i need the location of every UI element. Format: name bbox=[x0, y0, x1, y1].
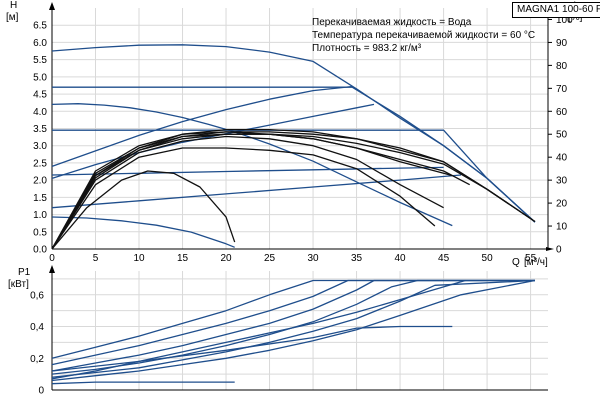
power-tick-label: 0,6 bbox=[30, 290, 44, 301]
y2-tick-label: 70 bbox=[556, 84, 568, 95]
power-tick-label: 0 bbox=[38, 386, 44, 397]
y2-tick-label: 100 bbox=[556, 15, 573, 26]
y2-tick-label: 50 bbox=[556, 130, 568, 141]
y-axis-unit: [м] bbox=[6, 12, 19, 23]
y-tick-label: 3.0 bbox=[33, 141, 47, 152]
y-tick-label: 3.5 bbox=[33, 124, 47, 135]
head-curve bbox=[51, 103, 453, 227]
x-axis-arrow bbox=[546, 247, 554, 251]
power-chart-axes bbox=[49, 265, 548, 391]
y2-tick-label: 0 bbox=[556, 245, 562, 256]
y-tick-label: 6.0 bbox=[33, 38, 47, 49]
x-tick-label: 15 bbox=[177, 253, 189, 264]
y-tick-label: 0.0 bbox=[33, 245, 47, 256]
y-tick-label: 6.5 bbox=[33, 21, 47, 32]
head-chart: 0 5 10 15 20 25 30 35 40 45 50 55 0.0 0.5 1.0 1.5 2.0 2.5… bbox=[6, 0, 583, 268]
head-chart-tick-labels: 0 5 10 15 20 25 30 35 40 45 50 55 0.0 0.5 1.0 1.5 2.0 2.5… bbox=[33, 15, 573, 264]
head-curve bbox=[51, 216, 235, 248]
x-tick-label: 50 bbox=[482, 253, 494, 264]
x-tick-label: 30 bbox=[307, 253, 319, 264]
efficiency-curve bbox=[51, 133, 536, 250]
efficiency-curve bbox=[51, 135, 444, 250]
y2-tick-label: 60 bbox=[556, 107, 568, 118]
x-tick-label: 5 bbox=[93, 253, 99, 264]
y2-tick-label: 90 bbox=[556, 38, 568, 49]
power-axis-unit: [кВт] bbox=[8, 279, 29, 290]
efficiency-curve bbox=[51, 170, 236, 250]
y2-tick-label: 80 bbox=[556, 61, 568, 72]
y2-tick-label: 30 bbox=[556, 176, 568, 187]
fluid-info: Перекачиваемая жидкость = Вода Температу… bbox=[312, 16, 562, 55]
x-tick-label: 20 bbox=[220, 253, 232, 264]
y-tick-label: 2.5 bbox=[33, 158, 47, 169]
power-tick-label: 0,4 bbox=[30, 322, 44, 333]
fluid-info-line: Перекачиваемая жидкость = Вода bbox=[312, 17, 472, 28]
power-y-axis-arrow bbox=[49, 265, 55, 273]
head-curve bbox=[51, 85, 353, 168]
power-curve bbox=[51, 325, 453, 372]
power-curve bbox=[51, 279, 536, 382]
power-axis-symbol: P1 bbox=[18, 267, 31, 278]
y-axis-arrow bbox=[49, 2, 55, 10]
x-axis-symbol: Q bbox=[512, 257, 520, 268]
power-curve bbox=[51, 279, 535, 372]
head-chart-axes bbox=[49, 2, 554, 251]
y-tick-label: 4.5 bbox=[33, 90, 47, 101]
head-curve bbox=[52, 86, 536, 223]
x-tick-label: 55 bbox=[525, 253, 537, 264]
y-tick-label: 5.0 bbox=[33, 72, 47, 83]
y2-tick-label: 40 bbox=[556, 153, 568, 164]
x-tick-label: 45 bbox=[438, 253, 450, 264]
power-curve bbox=[51, 279, 535, 359]
pump-model-label: MAGNA1 100-60 F bbox=[512, 2, 600, 18]
x-tick-label: 35 bbox=[351, 253, 363, 264]
power-chart: 0 0,2 0,4 0,6 P1 [кВт] bbox=[8, 265, 548, 397]
x-tick-label: 0 bbox=[49, 253, 55, 264]
power-tick-label: 0,2 bbox=[30, 354, 44, 365]
efficiency-curve bbox=[51, 131, 471, 250]
head-curve bbox=[51, 174, 462, 209]
y-tick-label: 1.0 bbox=[33, 210, 47, 221]
head-curve bbox=[52, 129, 536, 223]
x-tick-label: 10 bbox=[133, 253, 145, 264]
fluid-info-line: Температура перекачиваемой жидкости = 60… bbox=[312, 30, 536, 41]
y2-tick-label: 10 bbox=[556, 222, 568, 233]
power-curve bbox=[51, 279, 466, 380]
y-tick-label: 0.5 bbox=[33, 227, 47, 238]
y2-tick-label: 20 bbox=[556, 199, 568, 210]
y-tick-label: 5.5 bbox=[33, 55, 47, 66]
x-tick-label: 25 bbox=[264, 253, 276, 264]
efficiency-curve bbox=[51, 147, 436, 250]
power-chart-tick-labels: 0 0,2 0,4 0,6 bbox=[30, 290, 44, 396]
fluid-info-line: Плотность = 983.2 кг/м³ bbox=[312, 43, 422, 54]
head-chart-curves bbox=[51, 44, 536, 250]
power-curve bbox=[51, 279, 535, 366]
efficiency-curve bbox=[51, 128, 536, 250]
y-axis-symbol: H bbox=[10, 0, 17, 11]
head-curve bbox=[51, 166, 444, 176]
y-tick-label: 4.0 bbox=[33, 107, 47, 118]
power-chart-curves bbox=[51, 279, 536, 385]
efficiency-curve bbox=[51, 131, 536, 250]
x-tick-label: 40 bbox=[395, 253, 407, 264]
y-tick-label: 1.5 bbox=[33, 193, 47, 204]
power-curve bbox=[51, 381, 235, 385]
y-tick-label: 2.0 bbox=[33, 176, 47, 187]
x-axis-unit: [м³/ч] bbox=[524, 257, 548, 268]
